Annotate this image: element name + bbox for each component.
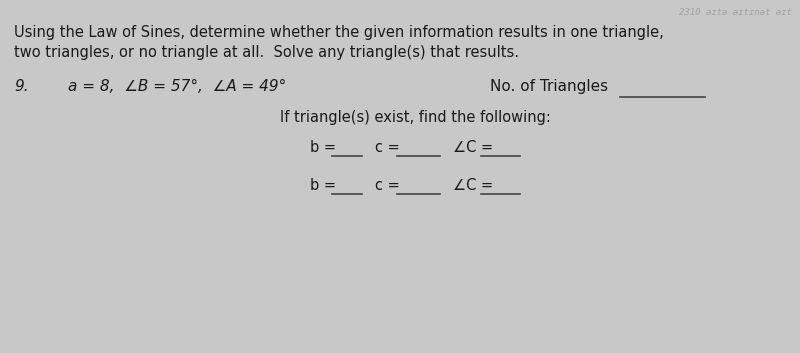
Text: c =: c = bbox=[375, 140, 400, 155]
Text: two triangles, or no triangle at all.  Solve any triangle(s) that results.: two triangles, or no triangle at all. So… bbox=[14, 45, 519, 60]
Text: ∠C =: ∠C = bbox=[453, 178, 493, 193]
Text: If triangle(s) exist, find the following:: If triangle(s) exist, find the following… bbox=[280, 110, 551, 125]
Text: 2310 əɪtə əɪtɪnət əɪt: 2310 əɪtə əɪtɪnət əɪt bbox=[679, 8, 792, 17]
Text: ∠C =: ∠C = bbox=[453, 140, 493, 155]
Text: b =: b = bbox=[310, 178, 336, 193]
Text: b =: b = bbox=[310, 140, 336, 155]
Text: a = 8,  ∠B = 57°,  ∠A = 49°: a = 8, ∠B = 57°, ∠A = 49° bbox=[68, 79, 286, 94]
Text: No. of Triangles: No. of Triangles bbox=[490, 79, 608, 94]
Text: 9.: 9. bbox=[14, 79, 29, 94]
Text: Using the Law of Sines, determine whether the given information results in one t: Using the Law of Sines, determine whethe… bbox=[14, 25, 664, 40]
Text: c =: c = bbox=[375, 178, 400, 193]
